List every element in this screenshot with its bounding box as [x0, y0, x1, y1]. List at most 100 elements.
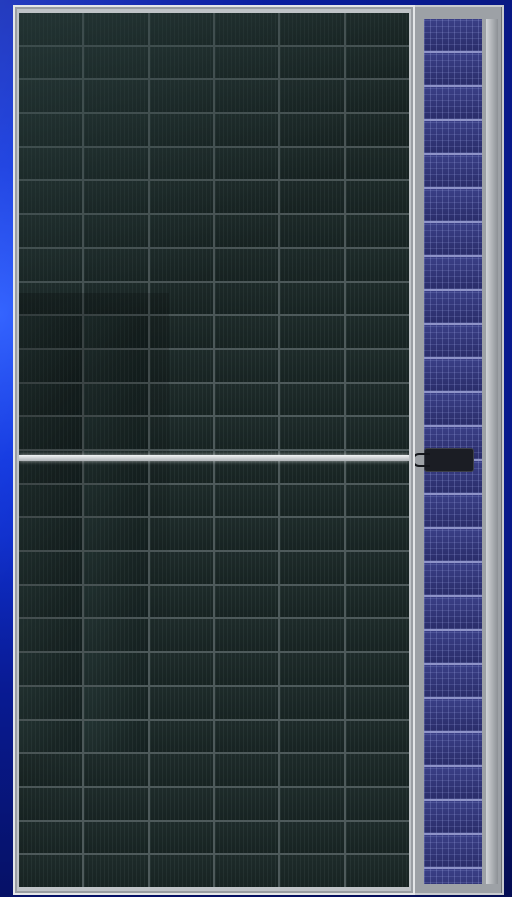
- solar-cell: [214, 215, 279, 247]
- solar-cell: [280, 147, 344, 180]
- solar-cell: [149, 46, 213, 79]
- solar-cell: [345, 552, 409, 584]
- solar-cell: [149, 282, 213, 315]
- solar-cell: [149, 686, 213, 719]
- solar-cell: [19, 248, 83, 281]
- solar-cell: [84, 248, 148, 281]
- solar-cell: [149, 720, 213, 753]
- solar-cell: [280, 80, 344, 113]
- solar-cell: [84, 821, 148, 854]
- solar-cell: [214, 653, 279, 685]
- solar-cell: [214, 349, 279, 382]
- junction-box: [424, 448, 474, 472]
- solar-cell: [84, 619, 148, 652]
- rear-frame-rail: [486, 19, 498, 884]
- solar-cell: [280, 754, 344, 786]
- solar-cell: [214, 585, 279, 618]
- solar-cell: [214, 518, 279, 551]
- rear-cell-row: [424, 87, 482, 121]
- solar-cell: [149, 821, 213, 854]
- solar-cell: [84, 417, 148, 449]
- solar-cell: [345, 619, 409, 652]
- solar-cell: [19, 316, 83, 348]
- solar-cell: [214, 181, 279, 214]
- solar-cell: [345, 147, 409, 180]
- solar-cell: [149, 349, 213, 382]
- solar-cell: [19, 417, 83, 449]
- rear-cell-row: [424, 495, 482, 529]
- solar-cell: [345, 349, 409, 382]
- solar-cell: [19, 787, 83, 820]
- solar-cell: [214, 787, 279, 820]
- solar-cell: [214, 114, 279, 146]
- solar-cell: [149, 484, 213, 517]
- front-cell-grid: [19, 13, 409, 887]
- solar-cell: [149, 248, 213, 281]
- solar-cell: [19, 754, 83, 786]
- solar-cell: [149, 147, 213, 180]
- solar-cell: [214, 552, 279, 584]
- solar-cell: [19, 619, 83, 652]
- solar-cell: [214, 383, 279, 416]
- solar-cell: [84, 13, 148, 45]
- solar-cell: [149, 585, 213, 618]
- solar-cell: [149, 855, 213, 887]
- solar-cell: [345, 754, 409, 786]
- solar-cell: [214, 720, 279, 753]
- solar-cell: [84, 484, 148, 517]
- rear-cell-row: [424, 223, 482, 257]
- solar-cell: [280, 46, 344, 79]
- solar-cell: [214, 80, 279, 113]
- rear-cell-row: [424, 801, 482, 835]
- solar-cell: [214, 484, 279, 517]
- solar-cell: [280, 585, 344, 618]
- solar-cell: [345, 215, 409, 247]
- solar-cell: [84, 181, 148, 214]
- solar-cell: [149, 316, 213, 348]
- solar-cell: [280, 114, 344, 146]
- solar-cell: [149, 215, 213, 247]
- solar-cell: [345, 80, 409, 113]
- solar-cell: [19, 720, 83, 753]
- solar-cell: [19, 46, 83, 79]
- solar-cell: [214, 46, 279, 79]
- solar-cell: [149, 181, 213, 214]
- rear-cell-row: [424, 529, 482, 563]
- rear-cell-row: [424, 733, 482, 767]
- solar-cell: [19, 13, 83, 45]
- solar-cell: [280, 720, 344, 753]
- solar-cell: [84, 80, 148, 113]
- rear-cell-row: [424, 597, 482, 631]
- solar-cell: [280, 653, 344, 685]
- solar-cell: [84, 46, 148, 79]
- solar-cell: [84, 114, 148, 146]
- rear-cell-row: [424, 835, 482, 869]
- solar-cell: [345, 248, 409, 281]
- solar-cell: [84, 349, 148, 382]
- solar-cell: [19, 147, 83, 180]
- solar-cell: [280, 383, 344, 416]
- solar-cell: [280, 518, 344, 551]
- solar-cell: [214, 417, 279, 449]
- solar-cell: [19, 484, 83, 517]
- solar-cell: [345, 46, 409, 79]
- solar-cell: [345, 653, 409, 685]
- rear-cell-row: [424, 359, 482, 393]
- solar-cell: [84, 855, 148, 887]
- solar-cell: [280, 349, 344, 382]
- solar-cell: [84, 585, 148, 618]
- solar-cell: [84, 518, 148, 551]
- solar-cell: [19, 552, 83, 584]
- solar-cell: [280, 215, 344, 247]
- solar-cell: [345, 417, 409, 449]
- solar-cell: [84, 215, 148, 247]
- solar-cell: [345, 686, 409, 719]
- solar-cell: [149, 13, 213, 45]
- solar-cell: [345, 282, 409, 315]
- solar-cell: [149, 383, 213, 416]
- solar-cell: [280, 855, 344, 887]
- solar-cell: [280, 619, 344, 652]
- solar-cell: [19, 282, 83, 315]
- solar-cell: [214, 316, 279, 348]
